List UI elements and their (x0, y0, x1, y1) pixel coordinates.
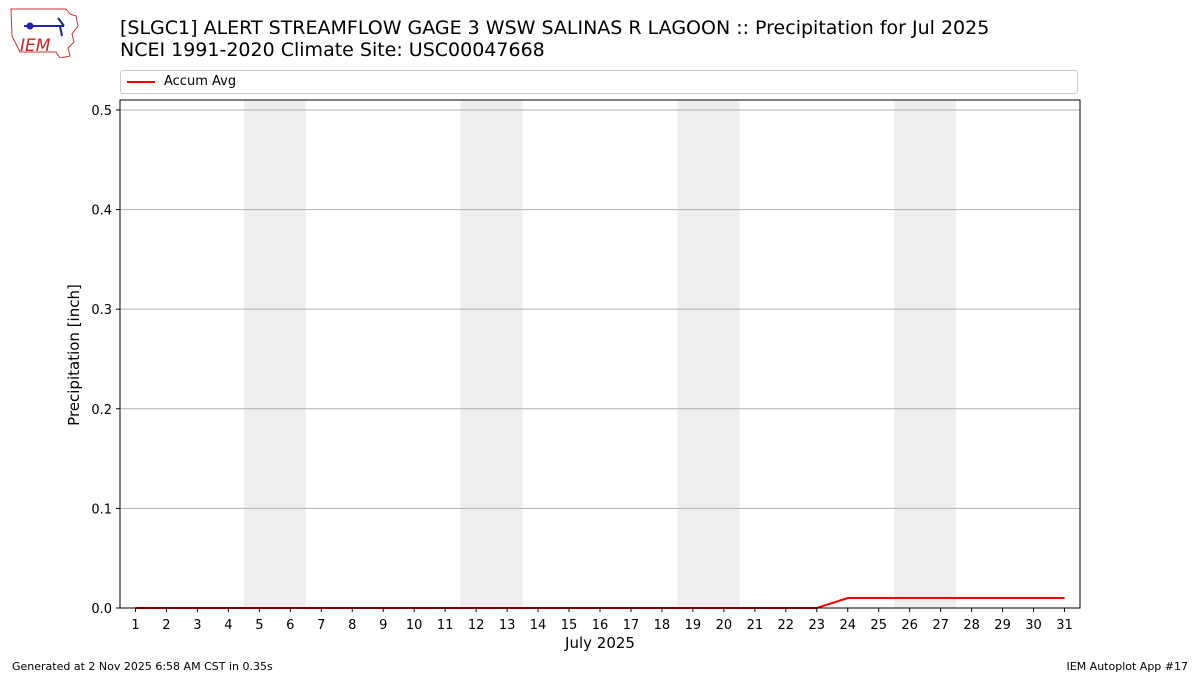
x-tick-label: 4 (224, 618, 232, 633)
x-tick-label: 23 (809, 618, 826, 633)
weekend-bands (243, 100, 957, 608)
x-tick-label: 14 (530, 618, 547, 633)
y-tick-label: 0.0 (91, 602, 112, 617)
x-tick-label: 21 (747, 618, 764, 633)
x-tick-label: 11 (437, 618, 454, 633)
x-tick-label: 26 (901, 618, 918, 633)
x-tick-label: 22 (778, 618, 795, 633)
x-tick-label: 15 (561, 618, 578, 633)
legend-swatch-accum-avg (127, 81, 155, 83)
x-tick-label: 3 (193, 618, 201, 633)
chart-title: [SLGC1] ALERT STREAMFLOW GAGE 3 WSW SALI… (120, 17, 989, 61)
weekend-band (677, 100, 740, 608)
grid-lines (120, 109, 1080, 609)
x-tick-label: 5 (255, 618, 263, 633)
y-tick-label: 0.4 (91, 204, 112, 219)
x-tick-label: 29 (994, 618, 1011, 633)
weekend-band (460, 100, 523, 608)
x-tick-label: 2 (162, 618, 170, 633)
x-tick-label: 30 (1025, 618, 1042, 633)
y-tick-label: 0.3 (91, 303, 112, 318)
x-axis-label: July 2025 (565, 634, 635, 652)
y-ticks: 0.0 0.1 0.2 0.3 0.4 0.5 (91, 104, 120, 617)
x-tick-label: 27 (932, 618, 949, 633)
x-ticks: 1 2 3 4 5 6 7 8 9 10 11 12 13 14 15 16 17 18 19 20 21 22 23 24 2… (131, 608, 1073, 633)
x-tick-label: 9 (379, 618, 387, 633)
iem-logo: IEM (10, 8, 79, 58)
y-axis-label: Precipitation [inch] (65, 284, 83, 426)
y-tick-label: 0.5 (91, 104, 112, 119)
x-tick-label: 13 (499, 618, 516, 633)
weekend-band (243, 100, 306, 608)
x-tick-label: 20 (716, 618, 733, 633)
title-line-2: NCEI 1991-2020 Climate Site: USC00047668 (120, 39, 545, 61)
x-tick-label: 12 (468, 618, 485, 633)
x-tick-label: 10 (406, 618, 423, 633)
x-tick-label: 31 (1056, 618, 1073, 633)
app-id: IEM Autoplot App #17 (1066, 660, 1189, 673)
y-tick-label: 0.1 (91, 502, 112, 517)
legend: Accum Avg (120, 70, 1078, 94)
x-tick-label: 19 (685, 618, 702, 633)
title-line-1: [SLGC1] ALERT STREAMFLOW GAGE 3 WSW SALI… (120, 17, 990, 39)
x-tick-label: 8 (348, 618, 356, 633)
x-tick-label: 17 (623, 618, 640, 633)
x-tick-label: 25 (870, 618, 887, 633)
x-tick-label: 24 (839, 618, 856, 633)
x-tick-label: 7 (317, 618, 325, 633)
x-tick-label: 18 (654, 618, 671, 633)
x-tick-label: 16 (592, 618, 609, 633)
logo-text: IEM (20, 36, 51, 56)
legend-label-accum-avg: Accum Avg (164, 74, 237, 89)
y-tick-label: 0.2 (91, 403, 112, 418)
x-tick-label: 28 (963, 618, 980, 633)
generated-timestamp: Generated at 2 Nov 2025 6:58 AM CST in 0… (12, 660, 273, 673)
x-tick-label: 6 (286, 618, 294, 633)
x-tick-label: 1 (131, 618, 139, 633)
weekend-band (894, 100, 957, 608)
